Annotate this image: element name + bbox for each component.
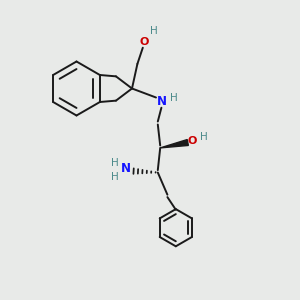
Text: H: H <box>111 158 119 168</box>
Text: H: H <box>111 172 119 182</box>
Text: H: H <box>200 131 207 142</box>
Text: N: N <box>156 94 167 108</box>
Text: N: N <box>120 162 130 175</box>
Text: O: O <box>187 136 197 146</box>
Text: H: H <box>150 26 158 36</box>
Text: H: H <box>169 93 177 103</box>
Text: O: O <box>139 37 149 47</box>
Polygon shape <box>160 140 188 148</box>
